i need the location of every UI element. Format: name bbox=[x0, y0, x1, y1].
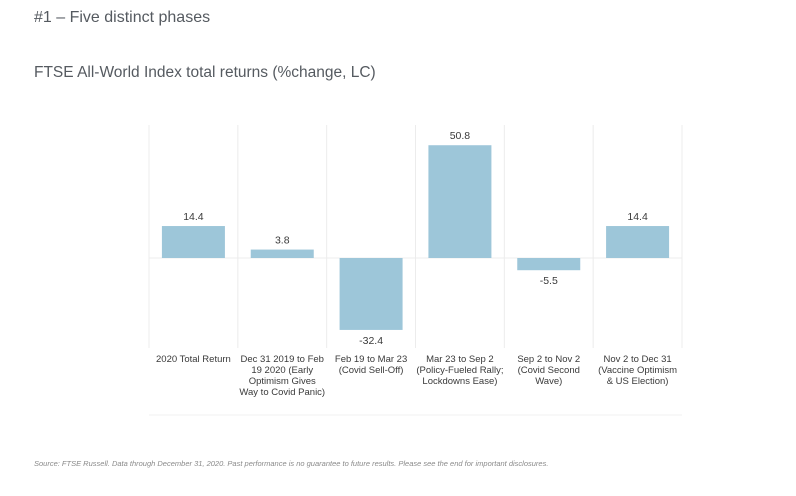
bar bbox=[606, 226, 670, 258]
bar bbox=[339, 258, 403, 330]
data-label: -5.5 bbox=[540, 275, 558, 287]
category-label: (Vaccine Optimism bbox=[598, 365, 677, 376]
bar bbox=[161, 226, 225, 258]
data-label: 3.8 bbox=[275, 235, 290, 247]
category-label: (Policy-Fueled Rally; bbox=[416, 365, 503, 376]
category-label: Sep 2 to Nov 2 bbox=[517, 354, 580, 365]
category-label: 19 2020 (Early bbox=[251, 365, 313, 376]
category-label: (Covid Second bbox=[518, 365, 580, 376]
category-label: (Covid Sell-Off) bbox=[339, 365, 404, 376]
data-label: 14.4 bbox=[627, 211, 648, 223]
bar bbox=[517, 258, 581, 271]
source-footnote: Source: FTSE Russell. Data through Decem… bbox=[34, 459, 549, 468]
category-label: Optimism Gives bbox=[249, 376, 316, 387]
category-label: Lockdowns Ease) bbox=[422, 376, 497, 387]
data-label: 14.4 bbox=[183, 211, 204, 223]
bar bbox=[250, 249, 314, 258]
page-title: #1 – Five distinct phases bbox=[34, 9, 211, 26]
category-label: Dec 31 2019 to Feb bbox=[241, 354, 324, 365]
category-label: Way to Covid Panic) bbox=[239, 387, 325, 398]
data-label: 50.8 bbox=[450, 130, 471, 142]
bar bbox=[428, 145, 492, 258]
category-label: 2020 Total Return bbox=[156, 354, 231, 365]
category-label: Feb 19 to Mar 23 bbox=[335, 354, 407, 365]
category-label: & US Election) bbox=[607, 376, 669, 387]
chart-title: FTSE All-World Index total returns (%cha… bbox=[34, 64, 376, 81]
category-label: Mar 23 to Sep 2 bbox=[426, 354, 494, 365]
category-label: Nov 2 to Dec 31 bbox=[604, 354, 672, 365]
data-label: -32.4 bbox=[359, 335, 383, 347]
category-label: Wave) bbox=[535, 376, 562, 387]
